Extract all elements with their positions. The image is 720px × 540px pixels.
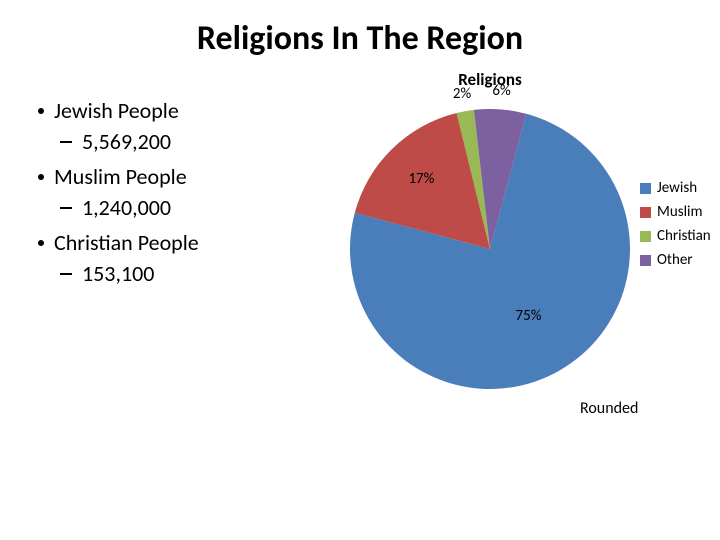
- slice-label-other: 6%: [492, 82, 510, 100]
- chart-footnote: Rounded: [580, 399, 638, 418]
- legend-swatch: [640, 207, 651, 218]
- legend-label: Christian: [657, 227, 711, 245]
- legend-label: Other: [657, 251, 693, 269]
- page-title: Religions In The Region: [0, 0, 720, 69]
- bullet-value: 153,100: [82, 260, 154, 287]
- slice-label-christian: 2%: [453, 85, 471, 103]
- list-item: Muslim People: [38, 163, 300, 190]
- list-item-value: 153,100: [38, 260, 300, 287]
- bullet-icon: [38, 108, 44, 114]
- slice-label-muslim: 17%: [408, 170, 434, 188]
- legend-label: Muslim: [657, 203, 702, 221]
- bullet-label: Muslim People: [54, 163, 187, 190]
- bullet-icon: [38, 240, 44, 246]
- chart-region: Religions 75%17%2%6% JewishMuslimChristi…: [300, 69, 720, 295]
- dash-icon: [60, 273, 72, 275]
- legend-item-other: Other: [640, 251, 711, 269]
- chart-title: Religions: [350, 69, 630, 90]
- bullet-label: Christian People: [54, 229, 199, 256]
- pie-chart: 75%17%2%6%: [350, 109, 630, 389]
- bullet-list: Jewish People 5,569,200 Muslim People 1,240…: [0, 69, 300, 295]
- legend-swatch: [640, 231, 651, 242]
- list-item: Christian People: [38, 229, 300, 256]
- legend-label: Jewish: [657, 179, 697, 197]
- list-item-value: 5,569,200: [38, 128, 300, 155]
- dash-icon: [60, 141, 72, 143]
- bullet-value: 5,569,200: [82, 128, 171, 155]
- content-area: Jewish People 5,569,200 Muslim People 1,240…: [0, 69, 720, 295]
- dash-icon: [60, 207, 72, 209]
- chart-legend: Jewish Muslim Christian Other: [640, 179, 711, 275]
- bullet-icon: [38, 174, 44, 180]
- legend-item-christian: Christian: [640, 227, 711, 245]
- legend-swatch: [640, 183, 651, 194]
- legend-item-muslim: Muslim: [640, 203, 711, 221]
- list-item: Jewish People: [38, 97, 300, 124]
- legend-swatch: [640, 255, 651, 266]
- slice-label-jewish: 75%: [516, 307, 542, 325]
- legend-item-jewish: Jewish: [640, 179, 711, 197]
- list-item-value: 1,240,000: [38, 194, 300, 221]
- bullet-label: Jewish People: [54, 97, 179, 124]
- bullet-value: 1,240,000: [82, 194, 171, 221]
